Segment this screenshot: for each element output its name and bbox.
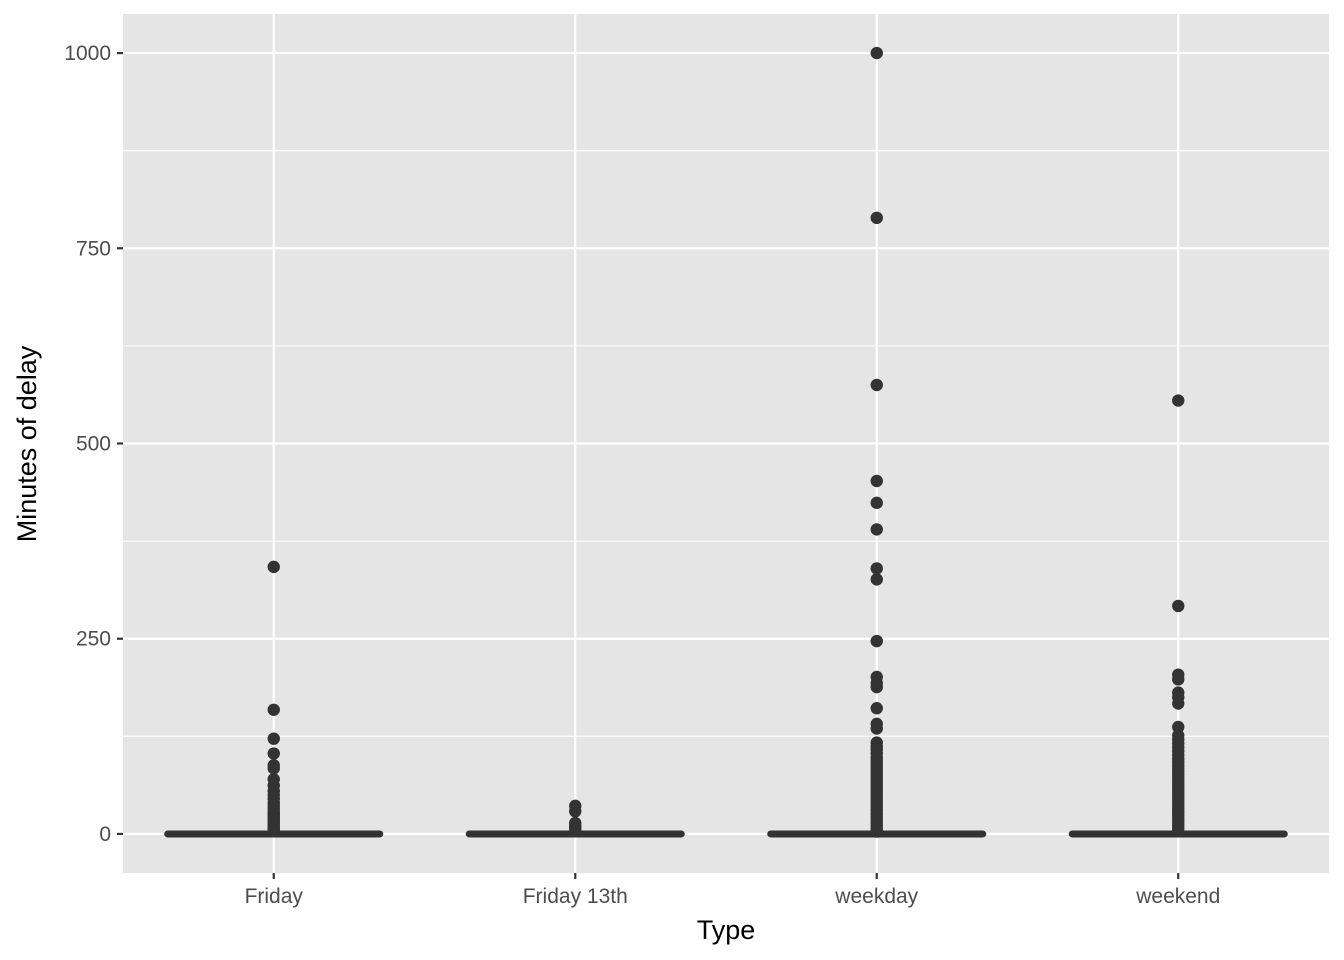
outlier-point: [870, 634, 883, 648]
outlier-point: [1172, 824, 1185, 838]
y-tick-label: 0: [99, 823, 111, 846]
outlier-point: [267, 732, 280, 745]
x-tick-label: Friday 13th: [523, 885, 628, 908]
outlier-point: [267, 824, 280, 838]
outlier-point: [870, 680, 883, 694]
axes: 0 250 500 750 1000 Friday Friday 13th weekday we…: [64, 42, 1220, 908]
outlier-point: [870, 378, 883, 392]
y-tick-label: 250: [76, 628, 111, 651]
y-axis-title: Minutes of delay: [12, 345, 42, 542]
x-tick-label: Friday: [245, 885, 304, 908]
x-tick-label: weekend: [1135, 885, 1220, 908]
x-axis-title: Type: [697, 915, 756, 945]
outlier-point: [870, 562, 883, 575]
gridlines: [123, 14, 1329, 873]
outlier-point: [1172, 394, 1185, 407]
x-tick-label: weekday: [834, 885, 918, 908]
outlier-point: [569, 824, 582, 838]
outlier-point: [267, 747, 280, 760]
y-tick-label: 750: [76, 237, 111, 260]
outlier-point: [870, 211, 883, 225]
outlier-point: [267, 762, 280, 775]
outlier-point: [1172, 697, 1185, 710]
outlier-point: [870, 523, 883, 536]
y-tick-label: 1000: [64, 42, 111, 65]
outlier-point: [870, 46, 883, 60]
outlier-point: [870, 702, 883, 715]
outlier-point: [870, 825, 883, 838]
outlier-point: [870, 573, 883, 586]
outlier-point: [870, 496, 883, 510]
outlier-point: [1172, 720, 1185, 734]
outlier-point: [569, 805, 582, 818]
outlier-points: [267, 46, 1185, 838]
outlier-point: [1172, 673, 1185, 686]
outlier-point: [870, 722, 883, 735]
outlier-point: [1172, 599, 1185, 613]
y-tick-label: 500: [76, 433, 111, 456]
outlier-point: [267, 560, 280, 574]
outlier-point: [870, 474, 883, 488]
outlier-point: [267, 703, 280, 716]
